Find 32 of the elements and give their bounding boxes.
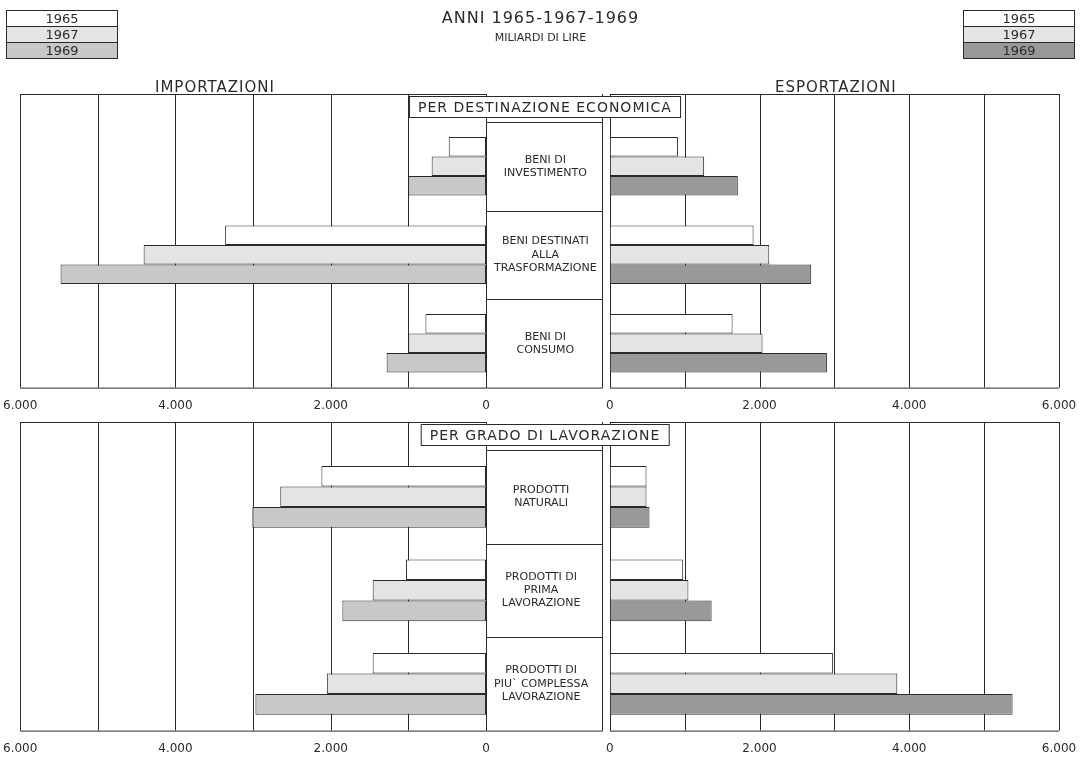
- x-tick-label: 4.000: [158, 740, 193, 755]
- x-tick-label: 0: [482, 740, 490, 755]
- y-tick-label: BENI DESTINATI ALLA TRASFORMAZIONE: [493, 234, 597, 274]
- annotation: ESPORTAZIONI: [775, 78, 897, 96]
- x-tick-label: 6.000: [3, 397, 38, 412]
- x-tick-label: 0: [606, 740, 614, 755]
- x-tick-label: 2.000: [742, 397, 777, 412]
- x-tick-label: 0: [606, 397, 614, 412]
- y-tick-label: PRODOTTI DI PIU` COMPLESSA LAVORAZIONE: [493, 663, 589, 703]
- x-tick-label: 4.000: [892, 397, 927, 412]
- x-tick-label: 2.000: [313, 740, 348, 755]
- y-tick-label: PRODOTTI NATURALI: [512, 483, 570, 510]
- x-tick-label: 4.000: [892, 740, 927, 755]
- x-tick-label: 2.000: [313, 397, 348, 412]
- x-tick-label: 6.000: [1041, 397, 1077, 412]
- y-tick-label: PRODOTTI DI PRIMA LAVORAZIONE: [501, 569, 581, 610]
- x-tick-label: 0: [482, 397, 490, 412]
- text: 1965: [6, 10, 118, 27]
- text: 1969: [963, 42, 1075, 59]
- text: 1965: [963, 10, 1075, 27]
- text: ANNI 1965-1967-1969: [441, 8, 640, 27]
- x-tick-label: 2.000: [742, 740, 777, 755]
- text: MILIARDI DI LIRE: [494, 31, 587, 44]
- text: 1967: [963, 26, 1075, 43]
- x-tick-label: 4.000: [158, 397, 193, 412]
- text: 1969: [6, 42, 118, 59]
- y-tick-label: BENI DI INVESTIMENTO: [503, 152, 588, 179]
- y-tick-label: BENI DI CONSUMO: [516, 329, 575, 356]
- text: 1967: [6, 26, 118, 43]
- annotation: IMPORTAZIONI: [155, 78, 275, 96]
- x-tick-label: 6.000: [3, 740, 38, 755]
- x-tick-label: 6.000: [1041, 740, 1077, 755]
